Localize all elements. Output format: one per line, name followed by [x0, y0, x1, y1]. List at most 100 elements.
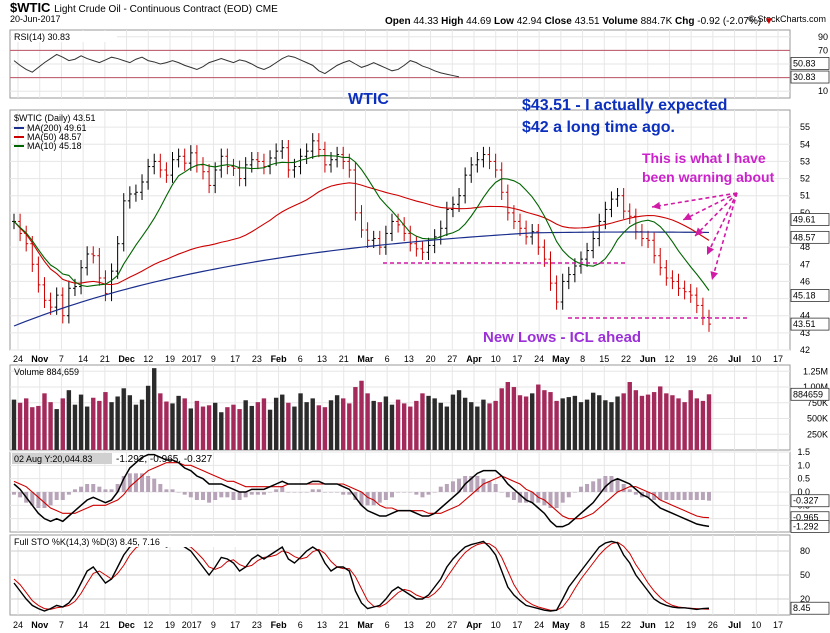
x-tick-label: 21 — [100, 620, 110, 630]
x-tick-label: 20 — [426, 354, 436, 364]
macd-histogram-bar — [225, 492, 230, 498]
warning-arrowhead-icon — [710, 271, 719, 280]
high-label: High — [441, 16, 464, 27]
x-tick-label: 22 — [621, 354, 631, 364]
macd-histogram-bar — [457, 478, 462, 492]
chg-label: Chg — [675, 16, 695, 27]
rsi-badge: 30.83 — [793, 72, 816, 82]
volume-bar — [267, 409, 273, 450]
macd-histogram-bar — [36, 492, 41, 508]
annotation-warning-2: been warning about — [642, 169, 775, 185]
volume-bar — [127, 395, 133, 450]
macd-histogram-bar — [505, 492, 510, 498]
annotation-price-note-1: $43.51 - I actually expected — [522, 97, 727, 114]
volume-bar — [121, 388, 126, 450]
macd-badge-box — [790, 520, 830, 533]
annotation-lows-note: New Lows - ICL ahead — [483, 329, 641, 346]
x-tick-label: Dec — [118, 354, 135, 364]
macd-histogram-bar — [493, 484, 498, 492]
x-tick-label: 26 — [708, 620, 718, 630]
price-badge: 43.51 — [793, 319, 816, 329]
macd-histogram-bar — [688, 492, 693, 500]
macd-badge-box — [790, 494, 830, 508]
x-tick-label: 9 — [211, 620, 216, 630]
volume-bar — [469, 402, 474, 450]
macd-histogram-bar — [585, 484, 590, 492]
macd-histogram-bar — [115, 484, 120, 492]
volume-bar — [603, 400, 608, 450]
macd-y-tick: 1.5 — [797, 447, 810, 457]
x-tick-label: Nov — [31, 354, 48, 364]
macd-histogram-bar — [518, 492, 523, 503]
volume-bar — [158, 393, 163, 450]
volume-bar — [316, 405, 322, 450]
volume-bar — [462, 397, 468, 450]
x-tick-label: 21 — [100, 354, 110, 364]
warning-arrowhead-icon — [683, 212, 692, 220]
macd-histogram-bar — [30, 492, 35, 506]
volume-bar — [426, 395, 431, 450]
macd-line — [13, 453, 710, 528]
macd-histogram-bar — [499, 492, 504, 493]
x-tick-label: 27 — [447, 620, 457, 630]
price-label: $WTIC (Daily) 43.51 — [14, 113, 96, 123]
macd-histogram-bar — [396, 492, 401, 493]
volume-label: Volume — [602, 16, 638, 27]
volume-y-tick: 500K — [807, 414, 828, 424]
x-tick-label: 24 — [534, 620, 544, 630]
volume-bar — [670, 395, 675, 450]
macd-histogram-bar — [158, 484, 163, 492]
chg-down-arrow-icon: ▼ — [763, 16, 774, 27]
volume-bar — [42, 393, 47, 450]
x-tick-label: 15 — [599, 620, 609, 630]
x-tick-label: 6 — [298, 354, 303, 364]
macd-histogram-bar — [414, 492, 419, 495]
price-badge-box — [790, 213, 830, 226]
price-y-tick: 50 — [800, 208, 810, 218]
warning-arrow — [706, 192, 738, 256]
close-value: 43.51 — [574, 16, 600, 27]
chart-header: $WTIC Light Crude Oil - Continuous Contr… — [0, 0, 830, 28]
macd-histogram-bar — [146, 476, 151, 492]
volume-bar — [164, 401, 169, 450]
macd-histogram-bar — [48, 492, 53, 506]
volume-badge: 884659 — [793, 389, 823, 399]
x-tick-label: 12 — [143, 354, 153, 364]
macd-values: -1.292, -0.965, -0.327 — [116, 454, 213, 465]
ma10-line — [13, 155, 710, 291]
macd-histogram-bar — [176, 492, 181, 493]
macd-histogram-bar — [140, 473, 145, 492]
macd-histogram-bar — [85, 484, 90, 492]
x-tick-label: 13 — [317, 620, 327, 630]
volume-bar — [590, 392, 596, 450]
volume-y-tick: 1.25M — [803, 366, 828, 376]
macd-histogram-bar — [572, 492, 577, 493]
volume-bar — [682, 402, 687, 450]
x-tick-label: 8 — [580, 620, 585, 630]
macd-histogram-bar — [341, 492, 346, 495]
volume-bar — [188, 408, 193, 450]
volume-bar — [23, 398, 29, 450]
volume-bar — [517, 395, 523, 450]
volume-bar — [206, 405, 212, 450]
macd-histogram-bar — [475, 476, 480, 492]
volume-bar — [615, 396, 620, 450]
volume-bar — [103, 392, 108, 450]
price-badge-box — [790, 317, 830, 331]
x-tick-label: Nov — [31, 620, 48, 630]
volume-bar — [395, 399, 401, 450]
volume-bar — [182, 398, 187, 450]
volume-bar — [597, 395, 602, 450]
macd-histogram-bar — [152, 478, 157, 492]
macd-histogram-bar — [676, 492, 681, 500]
volume-y-tick: 750K — [807, 398, 828, 408]
volume-bar — [651, 392, 657, 450]
price-y-tick: 51 — [800, 191, 810, 201]
macd-histogram-bar — [103, 489, 108, 492]
x-tick-label: Mar — [357, 354, 374, 364]
macd-histogram-bar — [12, 492, 16, 495]
x-tick-label: 9 — [211, 354, 216, 364]
macd-histogram-bar — [700, 492, 705, 500]
price-y-tick: 47 — [800, 259, 810, 269]
macd-histogram-bar — [365, 492, 370, 506]
